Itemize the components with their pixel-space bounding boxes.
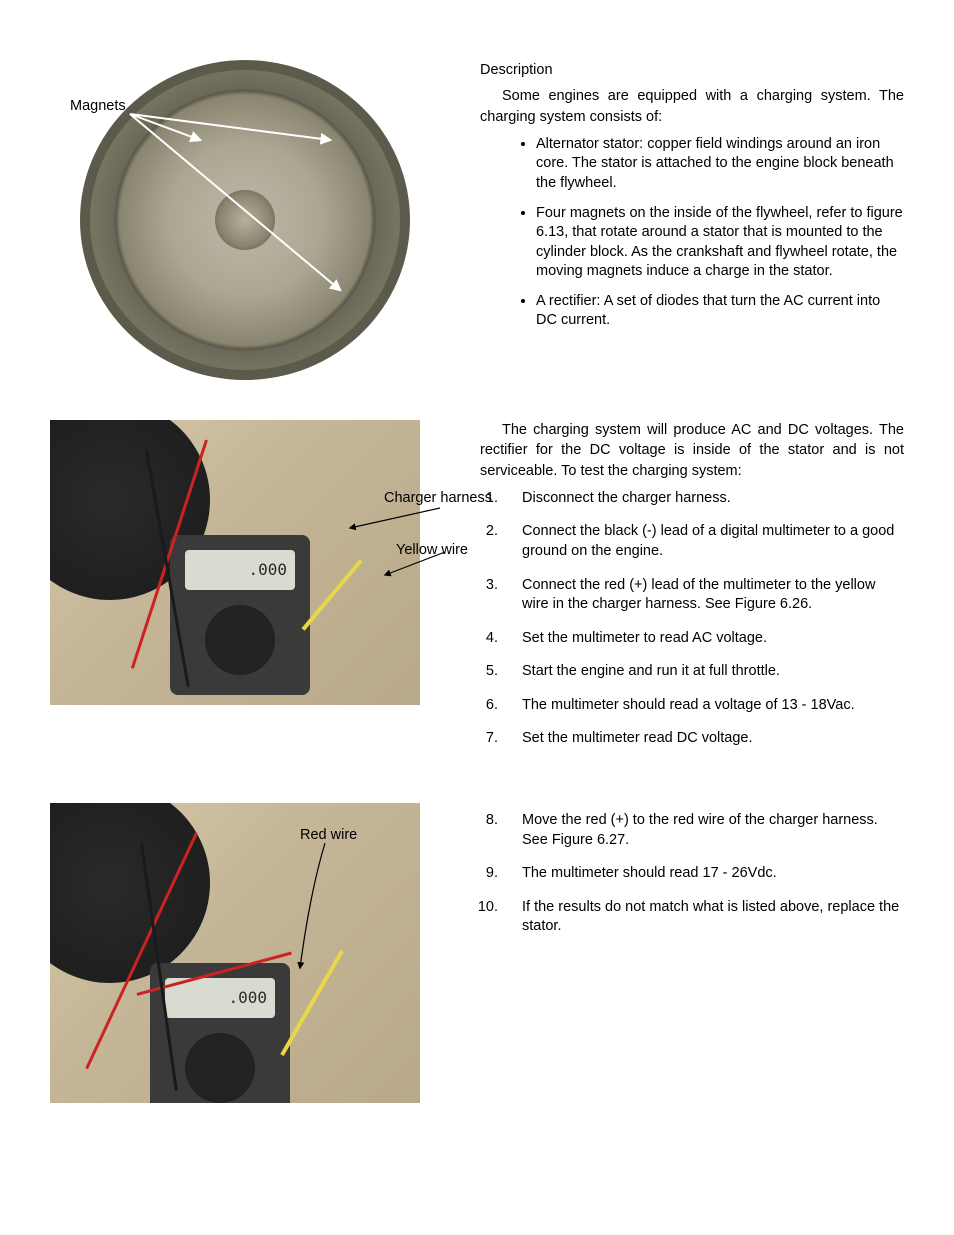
figure-meter-yellow-container: .000 Charger harness Yellow wire [50, 420, 510, 705]
step-item: Disconnect the charger harness. [502, 489, 904, 509]
page-content: Magnets Description Some engines are equ… [50, 60, 904, 1103]
figure-flywheel [80, 60, 410, 380]
row-test-red: .000 Red wire Move the red (+) [50, 803, 904, 1103]
step-item: Set the multimeter read DC voltage. [502, 729, 904, 749]
step-item: Connect the red (+) lead of the multimet… [502, 576, 904, 615]
steps-list-2: Move the red (+) to the red wire of the … [480, 811, 904, 937]
test-steps-8-10: Move the red (+) to the red wire of the … [480, 803, 904, 951]
bullet-item: A rectifier: A set of diodes that turn t… [536, 292, 904, 331]
figure-flywheel-container: Magnets [50, 60, 450, 380]
figure-meter-yellow: .000 [50, 420, 420, 705]
step-item: If the results do not match what is list… [502, 898, 904, 937]
step-item: The multimeter should read 17 - 26Vdc. [502, 864, 904, 884]
label-magnets: Magnets [70, 96, 126, 116]
para-test-intro: The charging system will produce AC and … [480, 420, 904, 481]
bullets-charging-system: Alternator stator: copper field windings… [480, 135, 904, 331]
figure-meter-red: .000 [50, 803, 420, 1103]
label-yellow-wire: Yellow wire [396, 540, 468, 560]
step-item: Start the engine and run it at full thro… [502, 662, 904, 682]
bullet-item: Four magnets on the inside of the flywhe… [536, 204, 904, 282]
row-description: Magnets Description Some engines are equ… [50, 60, 904, 380]
row-test-yellow: .000 Charger harness Yellow wire [50, 420, 904, 763]
label-charger-harness: Charger harness [384, 488, 492, 508]
step-item: Move the red (+) to the red wire of the … [502, 811, 904, 850]
description-text: Description Some engines are equipped wi… [480, 60, 904, 341]
steps-list-1: Disconnect the charger harness. Connect … [480, 489, 904, 749]
heading-description: Description [480, 60, 904, 80]
bullet-item: Alternator stator: copper field windings… [536, 135, 904, 194]
step-item: Connect the black (-) lead of a digital … [502, 522, 904, 561]
figure-meter-red-container: .000 Red wire [50, 803, 450, 1103]
para-description-intro: Some engines are equipped with a chargin… [480, 86, 904, 127]
meter-reading-1: .000 [185, 550, 295, 590]
step-item: The multimeter should read a voltage of … [502, 696, 904, 716]
label-red-wire: Red wire [300, 825, 357, 845]
test-steps-1-7: The charging system will produce AC and … [480, 420, 904, 763]
step-item: Set the multimeter to read AC voltage. [502, 629, 904, 649]
